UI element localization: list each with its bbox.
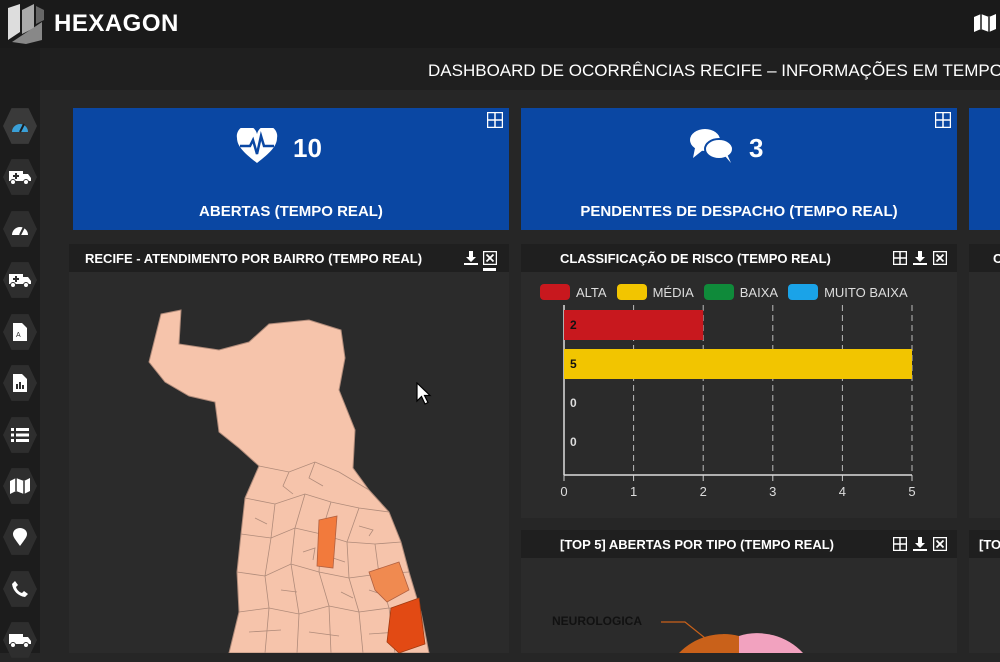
sidebar-item-location[interactable] (0, 515, 40, 559)
sidebar-item-phone[interactable] (0, 567, 40, 611)
kpi-card-partial (969, 108, 1000, 230)
x-tick-label: 3 (769, 484, 776, 499)
pdf-file-icon: A (13, 323, 27, 341)
ambulance-icon (9, 634, 31, 648)
bar-média (564, 349, 912, 379)
kpi-card-abertas: 10 ABERTAS (TEMPO REAL) (73, 108, 509, 230)
sidebar-item-list[interactable] (0, 413, 40, 457)
bar-alta (564, 310, 704, 340)
recife-neighborhood-map (148, 309, 430, 653)
pie-slice-neurologica (679, 634, 739, 653)
top-bar: HEXAGON (0, 0, 1000, 48)
panel-header (521, 530, 957, 558)
grid-icon[interactable] (487, 112, 503, 128)
panel-title: CLASSIFICAÇÃO DE RISCO (TEMPO REAL) (560, 251, 831, 266)
panel-header (969, 244, 1000, 272)
risk-bar-chart: 0 1 2 3 4 5 2 5 0 0 (560, 305, 916, 499)
bar-value-label: 0 (570, 396, 577, 410)
slice-label-leader (661, 621, 706, 639)
gauge-icon (12, 226, 28, 236)
panel-title: [TOP 5] ABERTAS POR TIPO (TEMPO REAL) (560, 537, 834, 552)
grid-icon[interactable] (893, 537, 907, 551)
legend-label: MÉDIA (652, 284, 694, 300)
svg-text:A: A (16, 332, 21, 339)
chat-bubbles-icon (690, 129, 734, 163)
legend-item[interactable]: MUITO BAIXA (788, 284, 908, 300)
close-icon[interactable] (933, 251, 947, 265)
sidebar-item-gauge[interactable] (0, 207, 40, 251)
brand-name: HEXAGON (54, 10, 179, 37)
legend-item[interactable]: BAIXA (703, 284, 779, 300)
sidebar-item-map[interactable] (0, 464, 40, 508)
legend-swatch (703, 284, 734, 300)
sidebar-item-pdf-report[interactable]: A (0, 310, 40, 354)
map-marker-icon (13, 528, 27, 546)
legend-swatch (616, 284, 647, 300)
file-chart-icon (13, 374, 27, 392)
sidebar-item-chart-report[interactable] (0, 361, 40, 405)
map-icon (10, 478, 30, 494)
sidebar-item-ambulance[interactable] (0, 618, 40, 662)
legend-swatch (788, 284, 819, 300)
x-tick-label: 1 (630, 484, 637, 499)
top5-pie-chart (661, 621, 803, 653)
legend-label: MUITO BAIXA (824, 284, 908, 300)
hexagon-logo-icon (8, 4, 44, 44)
x-tick-label: 0 (560, 484, 567, 499)
kpi-value: 10 (293, 133, 322, 163)
sidebar-item-dashboard[interactable] (0, 104, 40, 148)
panel-header (69, 244, 509, 272)
close-icon[interactable] (933, 537, 947, 551)
legend-label: BAIXA (739, 284, 779, 300)
partial-panel-right-1: C (969, 244, 1000, 518)
pie-slice-label: NEUROLOGICA (552, 614, 642, 628)
x-tick-label: 5 (908, 484, 915, 499)
header-band (40, 48, 1000, 90)
panel-title: [TO (979, 537, 1000, 552)
grid-icon[interactable] (935, 112, 951, 128)
legend-item[interactable]: ALTA (540, 284, 607, 300)
kpi-card-pendentes: 3 PENDENTES DE DESPACHO (TEMPO REAL) (521, 108, 957, 230)
bar-value-label: 0 (570, 435, 577, 449)
download-icon[interactable] (913, 537, 927, 551)
ambulance-add-icon (9, 171, 31, 185)
bar-value-label: 5 (570, 357, 577, 371)
panel-title: RECIFE - ATENDIMENTO POR BAIRRO (TEMPO R… (85, 251, 423, 266)
panel-header (969, 530, 1000, 558)
chart-legend: ALTA MÉDIA BAIXA MUITO BAIXA (540, 282, 918, 302)
pie-slice (739, 633, 803, 653)
map-panel: RECIFE - ATENDIMENTO POR BAIRRO (TEMPO R… (69, 244, 509, 653)
partial-panel-right-2: [TO (969, 530, 1000, 653)
dashboard-title: DASHBOARD DE OCORRÊNCIAS RECIFE – INFORM… (428, 61, 1000, 80)
bar-value-label: 2 (570, 318, 577, 332)
download-icon[interactable] (913, 251, 927, 265)
x-tick-label: 4 (839, 484, 846, 499)
close-icon[interactable] (483, 251, 497, 265)
top5-panel: [TOP 5] ABERTAS POR TIPO (TEMPO REAL) (521, 530, 957, 653)
panel-header (521, 244, 957, 272)
download-icon[interactable] (464, 251, 478, 265)
phone-icon (12, 581, 28, 597)
sidebar-item-ambulance-add-2[interactable] (0, 258, 40, 302)
kpi-label: ABERTAS (TEMPO REAL) (199, 203, 383, 220)
grid-icon[interactable] (893, 251, 907, 265)
sidebar-item-ambulance-add[interactable] (0, 155, 40, 199)
kpi-value: 3 (749, 133, 764, 163)
heartbeat-icon (236, 128, 278, 163)
mouse-cursor-icon (416, 382, 432, 405)
panel-title: C (993, 251, 1000, 266)
legend-swatch (540, 284, 570, 300)
map-icon[interactable] (974, 14, 996, 32)
legend-item[interactable]: MÉDIA (616, 284, 694, 300)
legend-label: ALTA (576, 284, 607, 300)
active-indicator (483, 268, 496, 271)
risk-panel: CLASSIFICAÇÃO DE RISCO (TEMPO REAL) (521, 244, 957, 518)
kpi-label: PENDENTES DE DESPACHO (TEMPO REAL) (580, 203, 898, 220)
x-tick-label: 2 (700, 484, 707, 499)
dashboard-gauge-icon (12, 123, 28, 133)
list-icon (11, 428, 29, 442)
ambulance-add-icon (9, 274, 31, 288)
